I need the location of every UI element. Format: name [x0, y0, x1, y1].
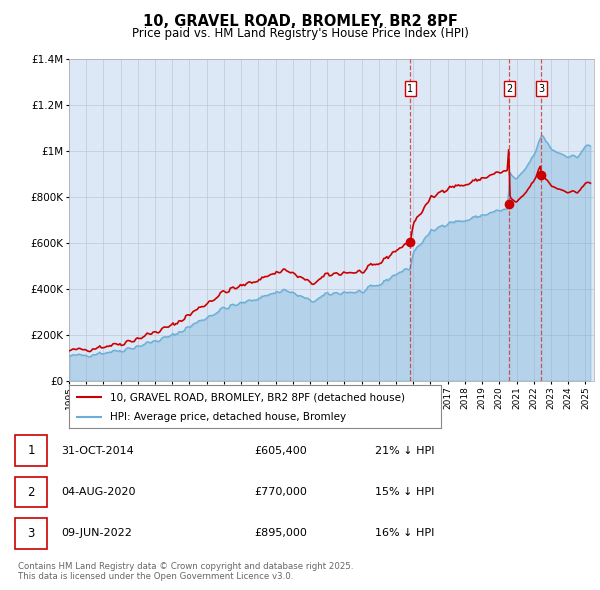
- Text: 1: 1: [407, 84, 413, 94]
- Text: 31-OCT-2014: 31-OCT-2014: [61, 446, 134, 455]
- Text: Contains HM Land Registry data © Crown copyright and database right 2025.
This d: Contains HM Land Registry data © Crown c…: [18, 562, 353, 581]
- Text: 15% ↓ HPI: 15% ↓ HPI: [375, 487, 434, 497]
- Text: 2: 2: [27, 486, 35, 499]
- Text: 16% ↓ HPI: 16% ↓ HPI: [375, 529, 434, 538]
- Text: 09-JUN-2022: 09-JUN-2022: [61, 529, 132, 538]
- FancyBboxPatch shape: [15, 518, 47, 549]
- Text: HPI: Average price, detached house, Bromley: HPI: Average price, detached house, Brom…: [110, 412, 346, 422]
- Text: 21% ↓ HPI: 21% ↓ HPI: [375, 446, 434, 455]
- Text: 10, GRAVEL ROAD, BROMLEY, BR2 8PF (detached house): 10, GRAVEL ROAD, BROMLEY, BR2 8PF (detac…: [110, 392, 405, 402]
- Text: 3: 3: [28, 527, 35, 540]
- Text: £605,400: £605,400: [254, 446, 307, 455]
- FancyBboxPatch shape: [15, 435, 47, 466]
- Text: 3: 3: [538, 84, 544, 94]
- Text: £770,000: £770,000: [254, 487, 307, 497]
- Text: 04-AUG-2020: 04-AUG-2020: [61, 487, 136, 497]
- Text: 10, GRAVEL ROAD, BROMLEY, BR2 8PF: 10, GRAVEL ROAD, BROMLEY, BR2 8PF: [143, 14, 457, 29]
- Text: £895,000: £895,000: [254, 529, 307, 538]
- Text: 1: 1: [27, 444, 35, 457]
- FancyBboxPatch shape: [15, 477, 47, 507]
- Text: 2: 2: [506, 84, 512, 94]
- Text: Price paid vs. HM Land Registry's House Price Index (HPI): Price paid vs. HM Land Registry's House …: [131, 27, 469, 40]
